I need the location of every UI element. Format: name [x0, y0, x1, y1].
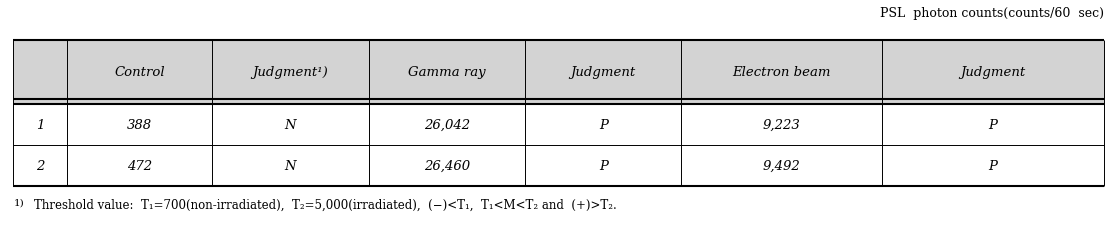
- Text: Gamma ray: Gamma ray: [408, 66, 486, 79]
- Bar: [13, 41, 67, 104]
- Bar: [681, 41, 882, 104]
- Text: 9,492: 9,492: [763, 159, 801, 172]
- Text: Threshold value:  T₁=700(non-irradiated),  T₂=5,000(irradiated),  (−)<T₁,  T₁<M<: Threshold value: T₁=700(non-irradiated),…: [34, 197, 617, 210]
- Text: Control: Control: [114, 66, 165, 79]
- Text: 1): 1): [13, 197, 25, 206]
- Text: 9,223: 9,223: [763, 118, 801, 131]
- Bar: [212, 41, 369, 104]
- Text: 26,460: 26,460: [423, 159, 470, 172]
- Text: PSL  photon counts(counts/60  sec): PSL photon counts(counts/60 sec): [879, 7, 1104, 20]
- Text: 388: 388: [127, 118, 152, 131]
- Text: P: P: [989, 159, 997, 172]
- Bar: [525, 41, 681, 104]
- Text: Judgment: Judgment: [961, 66, 1025, 79]
- Text: P: P: [989, 118, 997, 131]
- Bar: [369, 41, 525, 104]
- Text: 472: 472: [127, 159, 152, 172]
- Bar: [882, 41, 1104, 104]
- Text: P: P: [599, 118, 608, 131]
- Text: Electron beam: Electron beam: [733, 66, 831, 79]
- Text: Judgment: Judgment: [571, 66, 636, 79]
- Text: 26,042: 26,042: [423, 118, 470, 131]
- Text: 1: 1: [36, 118, 45, 131]
- Text: Judgment¹): Judgment¹): [252, 66, 328, 79]
- Text: N: N: [285, 159, 296, 172]
- Text: N: N: [285, 118, 296, 131]
- Text: P: P: [599, 159, 608, 172]
- Text: 2: 2: [36, 159, 45, 172]
- Bar: [67, 41, 212, 104]
